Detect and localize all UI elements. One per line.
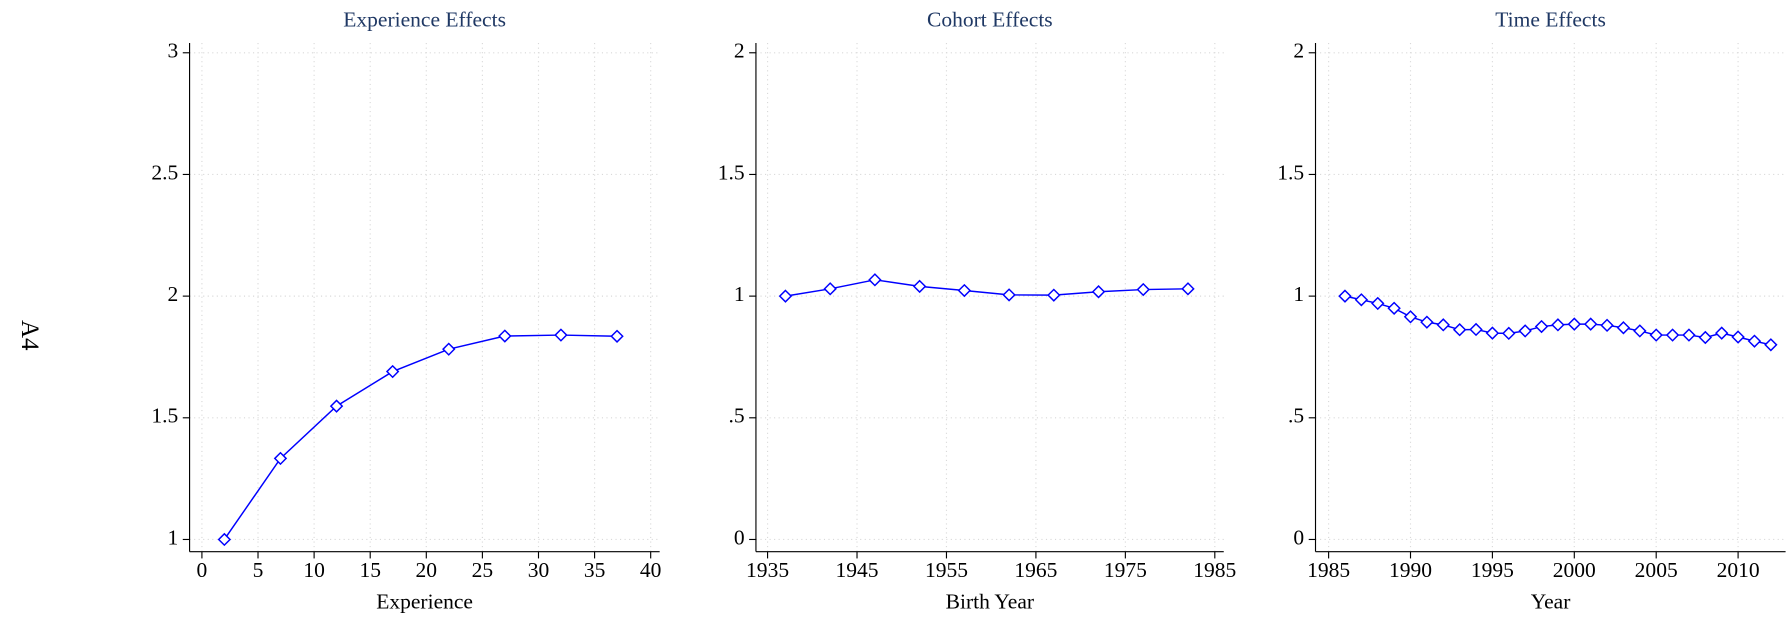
point-marker — [1338, 289, 1352, 303]
point-marker — [1371, 296, 1385, 311]
x-tick-label: 1955 — [925, 558, 968, 582]
y-tick-label: 1.5 — [151, 404, 178, 428]
point-marker — [1731, 330, 1745, 344]
point-marker — [1698, 330, 1713, 345]
x-tick-label: 2000 — [1553, 558, 1596, 582]
x-axis-label: Year — [1531, 590, 1571, 614]
y-tick-label: 2.5 — [151, 160, 178, 184]
point-marker — [442, 342, 456, 356]
x-tick-label: 20 — [416, 558, 438, 582]
x-tick-label: 1985 — [1193, 558, 1236, 582]
point-marker — [1387, 301, 1401, 315]
point-marker — [1665, 328, 1680, 342]
point-marker — [554, 328, 568, 342]
point-marker — [912, 279, 927, 294]
point-marker — [1551, 318, 1565, 332]
point-marker — [610, 329, 624, 343]
point-marker — [1485, 326, 1500, 340]
x-tick-label: 2005 — [1635, 558, 1678, 582]
y-tick-label: .5 — [728, 404, 744, 428]
point-marker — [1403, 310, 1418, 324]
point-marker — [1420, 315, 1434, 329]
y-tick-label: 2 — [734, 39, 745, 63]
point-marker — [498, 329, 512, 343]
point-marker — [1747, 334, 1762, 348]
x-tick-label: 30 — [528, 558, 550, 582]
point-marker — [1047, 288, 1061, 302]
point-marker — [1136, 282, 1150, 297]
y-axis-label: A4 — [16, 320, 43, 351]
point-marker — [329, 399, 344, 413]
point-marker — [957, 283, 972, 298]
point-marker — [1633, 324, 1647, 338]
point-marker — [217, 532, 232, 547]
y-tick-label: 0 — [1293, 525, 1304, 549]
x-tick-label: 40 — [640, 558, 662, 582]
point-marker — [1502, 326, 1516, 341]
y-tick-label: 1 — [734, 282, 745, 306]
series-line — [223, 334, 618, 540]
point-marker — [1518, 324, 1532, 338]
x-tick-label: 1975 — [1104, 558, 1147, 582]
x-tick-label: 5 — [253, 558, 264, 582]
x-tick-label: 1995 — [1471, 558, 1514, 582]
point-marker — [1764, 338, 1778, 352]
x-tick-label: 35 — [584, 558, 606, 582]
x-tick-label: 25 — [472, 558, 494, 582]
point-marker — [385, 364, 400, 379]
y-tick-label: 1.5 — [718, 160, 745, 184]
y-tick-label: 2 — [1293, 39, 1304, 63]
point-marker — [273, 451, 288, 466]
point-marker — [1436, 318, 1450, 332]
panel-title: Cohort Effects — [927, 7, 1053, 31]
y-tick-label: 1 — [1293, 282, 1304, 306]
x-tick-label: 2010 — [1717, 558, 1760, 582]
point-marker — [1452, 323, 1467, 337]
x-axis-label: Birth Year — [946, 590, 1034, 614]
y-tick-label: 1 — [167, 525, 178, 549]
x-tick-label: 1935 — [746, 558, 789, 582]
point-marker — [1583, 317, 1598, 331]
y-tick-label: 0 — [734, 525, 745, 549]
x-tick-label: 10 — [303, 558, 325, 582]
point-marker — [823, 282, 837, 296]
y-tick-label: 2 — [167, 282, 178, 306]
x-tick-label: 0 — [197, 558, 208, 582]
x-tick-label: 1965 — [1014, 558, 1057, 582]
y-tick-label: 1.5 — [1277, 160, 1304, 184]
point-marker — [1715, 326, 1729, 340]
point-marker — [1567, 317, 1582, 331]
point-marker — [1002, 288, 1016, 302]
series-line — [785, 279, 1188, 297]
x-tick-label: 1985 — [1307, 558, 1350, 582]
x-tick-label: 15 — [359, 558, 381, 582]
point-marker — [1649, 328, 1663, 342]
point-marker — [1600, 318, 1614, 333]
point-marker — [1091, 285, 1106, 299]
x-tick-label: 1945 — [836, 558, 879, 582]
point-marker — [1534, 319, 1549, 334]
point-marker — [1616, 321, 1631, 335]
point-marker — [778, 289, 793, 303]
y-tick-label: 3 — [167, 39, 178, 63]
x-axis-label: Experience — [376, 590, 473, 614]
point-marker — [1469, 322, 1483, 337]
point-marker — [868, 273, 882, 287]
point-marker — [1181, 282, 1195, 296]
x-tick-label: 1990 — [1389, 558, 1432, 582]
y-tick-label: .5 — [1288, 404, 1304, 428]
panel-title: Time Effects — [1495, 7, 1606, 31]
point-marker — [1682, 328, 1696, 342]
panel-title: Experience Effects — [343, 7, 506, 31]
point-marker — [1354, 293, 1369, 307]
